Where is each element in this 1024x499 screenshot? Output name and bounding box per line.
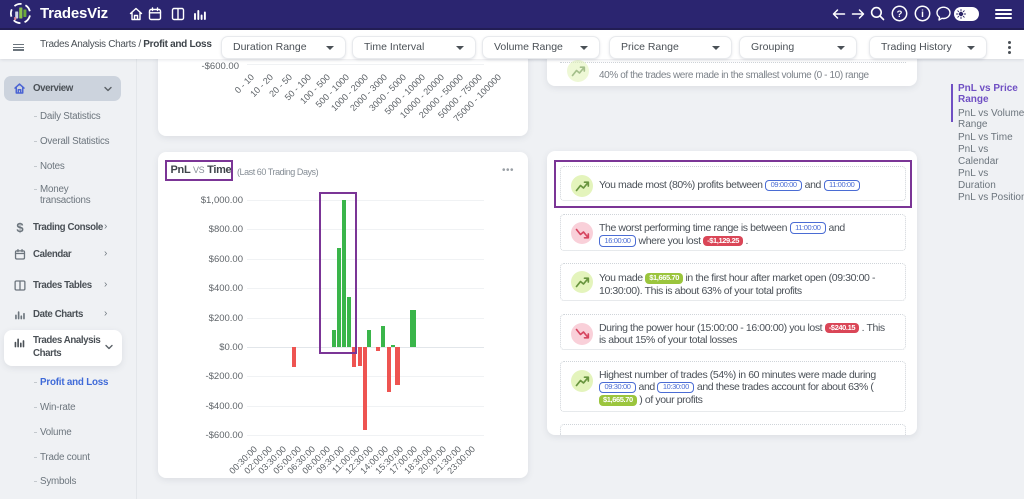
- svg-text:?: ?: [897, 9, 903, 20]
- svg-text:i: i: [921, 9, 924, 20]
